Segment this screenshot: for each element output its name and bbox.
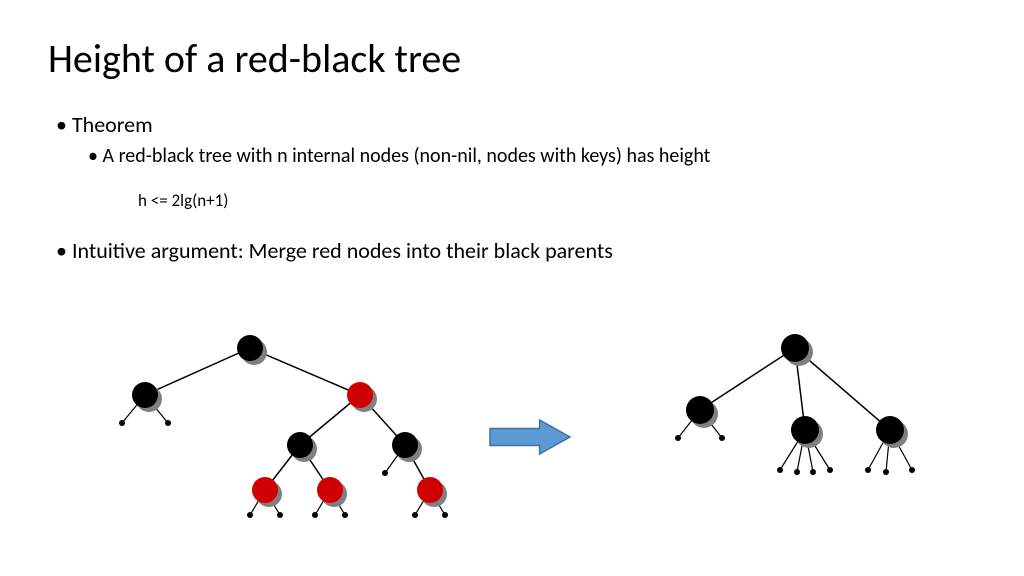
formula: h <= 2lg(n+1): [138, 190, 976, 211]
slide: Height of a red-black tree Theorem A red…: [0, 0, 1024, 576]
slide-title: Height of a red-black tree: [48, 34, 976, 83]
diagram-area: [0, 330, 1024, 570]
bullet-intuitive: Intuitive argument: Merge red nodes into…: [56, 237, 976, 264]
bullet-theorem: Theorem: [56, 111, 976, 138]
tree-diagram: [0, 330, 1024, 570]
bullet-theorem-detail: A red-black tree with n internal nodes (…: [88, 144, 976, 168]
